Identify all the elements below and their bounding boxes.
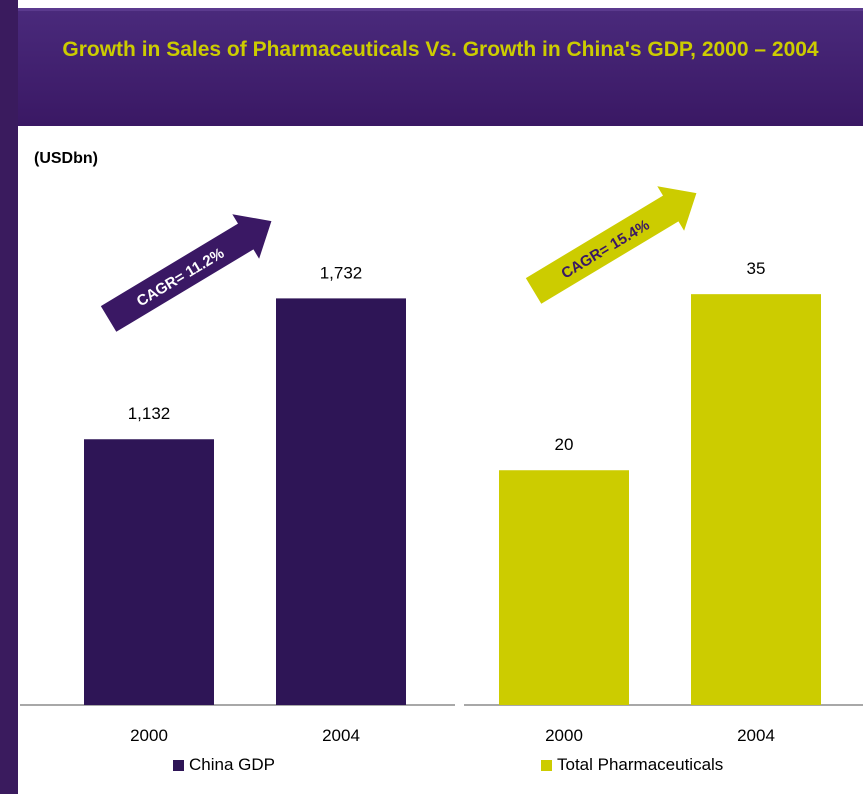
bar — [276, 298, 406, 705]
bar — [691, 294, 821, 705]
legend-label-china-gdp: China GDP — [189, 755, 275, 774]
data-label: 1,732 — [320, 263, 363, 282]
cagr-arrow-shape — [525, 186, 697, 304]
x-tick-label: 2000 — [545, 726, 583, 745]
unit-label: (USDbn) — [34, 150, 98, 167]
legend-total-pharmaceuticals: Total Pharmaceuticals — [541, 755, 723, 775]
bar — [84, 439, 214, 705]
cagr-arrow-shape — [100, 214, 272, 332]
cagr-label: CAGR= 15.4% — [558, 217, 652, 283]
x-tick-label: 2000 — [130, 726, 168, 745]
cagr-arrow: CAGR= 11.2% — [100, 214, 272, 332]
data-label: 1,132 — [128, 404, 171, 423]
legend-china-gdp: China GDP — [173, 755, 275, 775]
chart-title: Growth in Sales of Pharmaceuticals Vs. G… — [62, 38, 819, 61]
left-border — [0, 0, 18, 794]
legend-swatch-total-pharmaceuticals — [541, 759, 552, 771]
cagr-label: CAGR= 11.2% — [134, 245, 227, 310]
data-label: 35 — [747, 259, 766, 278]
data-label: 20 — [555, 435, 574, 454]
cagr-arrow: CAGR= 15.4% — [525, 186, 697, 304]
legend-swatch-china-gdp — [173, 759, 184, 771]
bar — [499, 470, 629, 705]
x-tick-label: 2004 — [737, 726, 775, 745]
legend-label-total-pharmaceuticals: Total Pharmaceuticals — [557, 755, 724, 774]
x-tick-label: 2004 — [322, 726, 360, 745]
title-banner — [18, 8, 863, 126]
